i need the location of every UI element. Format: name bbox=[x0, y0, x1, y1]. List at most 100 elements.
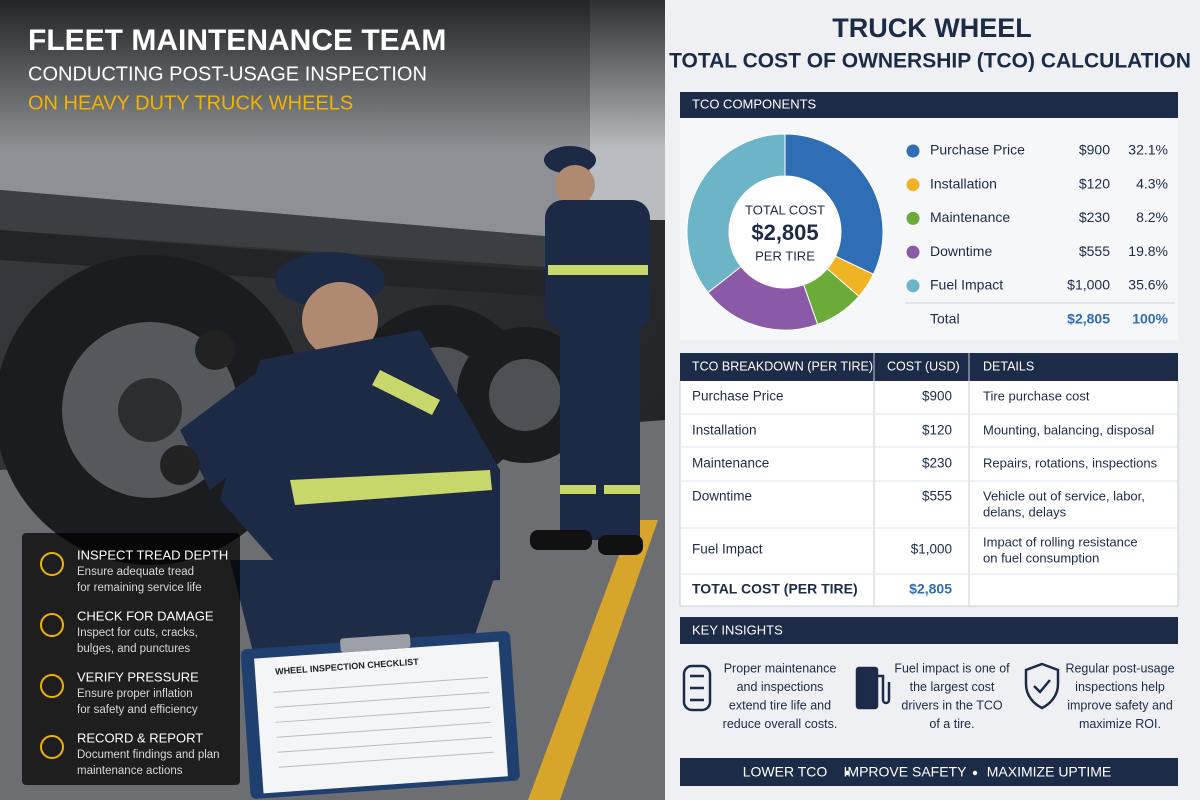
row-details: Impact of rolling resistance bbox=[983, 534, 1138, 549]
legend-cost: $555 bbox=[1079, 243, 1110, 259]
row-details: on fuel consumption bbox=[983, 550, 1099, 565]
title-shade bbox=[0, 0, 665, 150]
row-cost: $230 bbox=[922, 456, 952, 471]
insight-text: drivers in the TCO bbox=[901, 698, 1002, 712]
clipboard: WHEEL INSPECTION CHECKLIST bbox=[240, 631, 520, 799]
standing-worker bbox=[530, 146, 650, 555]
panel-title: TRUCK WHEEL bbox=[832, 13, 1031, 43]
total-cost: $2,805 bbox=[1067, 311, 1110, 327]
row-details: Tire purchase cost bbox=[983, 388, 1090, 403]
value-label: 4.3% bbox=[1136, 175, 1168, 191]
step-text: for remaining service life bbox=[77, 582, 202, 594]
rim bbox=[489, 359, 561, 431]
hub bbox=[118, 378, 182, 442]
insight-text: of a tire. bbox=[929, 717, 974, 731]
value-label: 19.8% bbox=[1128, 243, 1168, 259]
step-text: Ensure proper inflation bbox=[77, 688, 193, 700]
step-title: RECORD & REPORT bbox=[77, 730, 203, 745]
donut-chart bbox=[686, 133, 884, 331]
step-text: for safety and efficiency bbox=[77, 704, 198, 716]
legend-swatch bbox=[906, 245, 920, 259]
column-header: COST (USD) bbox=[887, 359, 960, 373]
legend-swatch bbox=[906, 178, 920, 192]
legend-cost: $900 bbox=[1079, 142, 1110, 158]
insight-text: maximize ROI. bbox=[1079, 717, 1161, 731]
title: FLEET MAINTENANCE TEAM bbox=[28, 24, 446, 57]
row-cost: $900 bbox=[922, 389, 952, 404]
legend: Purchase Price $900 32.1% Installation $120 4… bbox=[906, 142, 1168, 293]
footer-bar bbox=[680, 758, 1178, 786]
legend-swatch bbox=[906, 279, 920, 293]
footer-dot bbox=[844, 770, 850, 776]
row-label: Installation bbox=[692, 423, 757, 438]
total-label: TOTAL COST (PER TIRE) bbox=[692, 581, 858, 597]
column-header: TCO BREAKDOWN (PER TIRE) bbox=[692, 359, 873, 373]
step-text: Inspect for cuts, cracks, bbox=[77, 627, 198, 639]
subtitle: ON HEAVY DUTY TRUCK WHEELS bbox=[28, 92, 353, 114]
step-text: maintenance actions bbox=[77, 765, 183, 777]
value-label: 35.6% bbox=[1128, 277, 1168, 293]
legend-swatch bbox=[906, 211, 920, 225]
insight-text: inspections help bbox=[1075, 680, 1165, 694]
row-label: Fuel Impact bbox=[692, 542, 763, 557]
section-title: KEY INSIGHTS bbox=[692, 622, 783, 637]
footer: LOWER TCO IMPROVE SAFETY MAXIMIZE UPTIME bbox=[743, 764, 1111, 780]
insight-text: Regular post-usage bbox=[1065, 661, 1174, 675]
row-details: Repairs, rotations, inspections bbox=[983, 455, 1158, 470]
insights: Proper maintenance and inspections extend … bbox=[723, 661, 1175, 731]
insight-text: improve safety and bbox=[1067, 698, 1173, 712]
section-header bbox=[680, 92, 1178, 118]
table-header bbox=[680, 353, 1178, 381]
total-label: Total bbox=[930, 311, 960, 327]
inspection-steps: INSPECT TREAD DEPTH Ensure adequate tread… bbox=[40, 547, 228, 777]
center-label: TOTAL COST bbox=[745, 202, 825, 217]
step-text: Document findings and plan bbox=[77, 749, 220, 761]
value-label: 8.2% bbox=[1136, 209, 1168, 225]
column-header: DETAILS bbox=[983, 359, 1034, 373]
table-body bbox=[679, 379, 1179, 607]
insight-text: the largest cost bbox=[910, 680, 995, 694]
floor-line bbox=[528, 520, 658, 800]
step-title: VERIFY PRESSURE bbox=[77, 669, 199, 684]
insight-text: and inspections bbox=[737, 680, 824, 694]
total-cost: $2,805 bbox=[909, 581, 952, 597]
footer-item: LOWER TCO bbox=[743, 764, 828, 780]
center-label: PER TIRE bbox=[755, 248, 815, 263]
donut-hole bbox=[729, 176, 841, 288]
footer-dot bbox=[972, 770, 978, 776]
insight-text: reduce overall costs. bbox=[723, 717, 838, 731]
insight-icons bbox=[682, 662, 1060, 712]
step-title: INSPECT TREAD DEPTH bbox=[77, 547, 228, 562]
truck-rail bbox=[0, 190, 590, 270]
step-text: bulges, and punctures bbox=[77, 643, 190, 655]
step-icon bbox=[40, 552, 64, 576]
insight-text: Fuel impact is one of bbox=[894, 661, 1010, 675]
row-details: Mounting, balancing, disposal bbox=[983, 422, 1154, 437]
legend-label: Downtime bbox=[930, 243, 992, 259]
step-icon bbox=[40, 674, 64, 698]
legend-cost: $120 bbox=[1079, 175, 1110, 191]
panel-subtitle: TOTAL COST OF OWNERSHIP (TCO) CALCULATIO… bbox=[669, 50, 1191, 73]
footer-item: MAXIMIZE UPTIME bbox=[987, 764, 1111, 780]
row-label: Purchase Price bbox=[692, 389, 784, 404]
legend-swatch bbox=[906, 144, 920, 158]
row-cost: $555 bbox=[922, 489, 952, 504]
legend-label: Installation bbox=[930, 175, 997, 191]
section-title: TCO COMPONENTS bbox=[692, 96, 817, 111]
subtitle: CONDUCTING POST-USAGE INSPECTION bbox=[28, 63, 427, 85]
photo: WHEEL INSPECTION CHECKLIST bbox=[0, 0, 665, 800]
steps-panel bbox=[22, 533, 240, 785]
breakdown-table: TCO BREAKDOWN (PER TIRE) COST (USD) DETAIL… bbox=[679, 353, 1179, 607]
legend-cost: $230 bbox=[1079, 209, 1110, 225]
step-text: Ensure adequate tread bbox=[77, 566, 194, 578]
row-label: Downtime bbox=[692, 489, 752, 504]
row-cost: $1,000 bbox=[911, 542, 952, 557]
row-cost: $120 bbox=[922, 423, 952, 438]
row-details: delans, delays bbox=[983, 504, 1067, 519]
insight-text: extend tire life and bbox=[729, 698, 831, 712]
legend-label: Purchase Price bbox=[930, 142, 1025, 158]
step-icon bbox=[40, 735, 64, 759]
step-title: CHECK FOR DAMAGE bbox=[77, 608, 214, 623]
legend-cost: $1,000 bbox=[1067, 277, 1110, 293]
